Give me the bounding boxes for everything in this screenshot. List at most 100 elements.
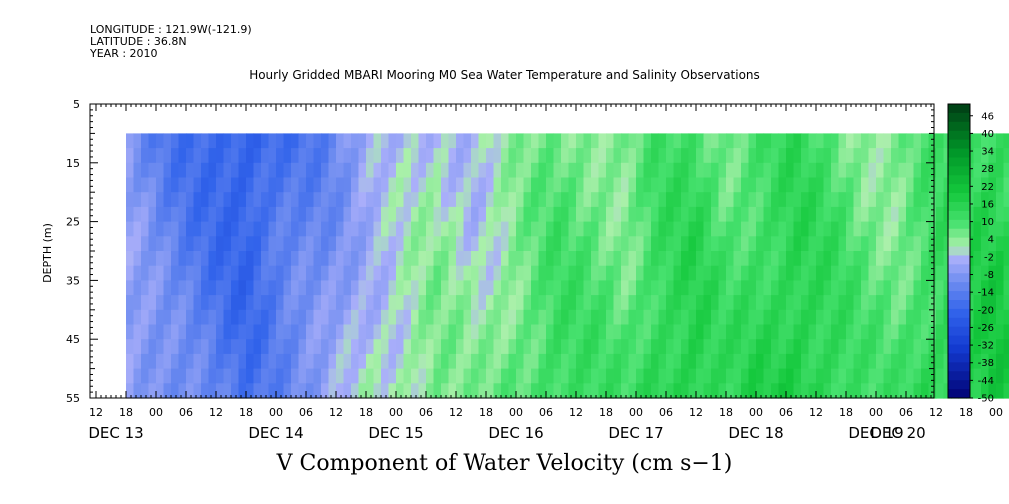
heatmap-cell [133, 206, 142, 223]
colorbar-border [947, 103, 971, 399]
heatmap-cell [876, 177, 885, 193]
heatmap-cell [831, 251, 840, 267]
heatmap-cell [696, 177, 705, 193]
heatmap-cell [628, 295, 637, 311]
heatmap-cell [448, 295, 457, 311]
heatmap-cell [246, 148, 255, 164]
heatmap-cell [208, 221, 217, 237]
heatmap-cell [636, 192, 645, 208]
heatmap-cell [276, 309, 285, 326]
heatmap-cell [996, 368, 1005, 384]
heatmap-cell [1003, 383, 1009, 399]
heatmap-cell [613, 236, 622, 252]
heatmap-cell [921, 133, 930, 149]
heatmap-cell [381, 236, 390, 252]
heatmap-cell [478, 353, 487, 370]
heatmap-cell [418, 368, 427, 384]
heatmap-cell [688, 148, 697, 164]
heatmap-cell [283, 368, 292, 384]
heatmap-cell [313, 309, 322, 326]
heatmap-cell [516, 295, 525, 311]
heatmap-cell [358, 148, 367, 164]
heatmap-cell [336, 295, 345, 311]
heatmap-cell [808, 295, 817, 311]
heatmap-cell [223, 251, 232, 267]
heatmap-cell [598, 236, 607, 252]
heatmap-cell [493, 368, 502, 384]
x-day-label: DEC 16 [488, 424, 543, 442]
heatmap-cell [186, 309, 195, 326]
heatmap-cell [606, 206, 615, 223]
heatmap-cell [336, 280, 345, 296]
heatmap-cell [561, 324, 570, 340]
heatmap-cell [846, 383, 855, 399]
heatmap-cell [261, 236, 270, 252]
heatmap-cell [478, 236, 487, 252]
heatmap-cell [643, 221, 652, 237]
heatmap-cell [493, 177, 502, 193]
heatmap-cell [516, 324, 525, 340]
heatmap-cell [223, 177, 232, 193]
heatmap-cell [186, 133, 195, 149]
heatmap-cell [771, 133, 780, 149]
x-day-label: DEC 17 [608, 424, 663, 442]
heatmap-cell [313, 148, 322, 164]
heatmap-cell [343, 383, 352, 399]
heatmap-cell [583, 324, 592, 340]
heatmap-cell [921, 251, 930, 267]
heatmap-cell [313, 251, 322, 267]
heatmap-cell [928, 309, 937, 326]
heatmap-cell [913, 295, 922, 311]
heatmap-cell [433, 339, 442, 355]
heatmap-cell [898, 133, 907, 149]
heatmap-cell [681, 192, 690, 208]
heatmap-cell [366, 236, 375, 252]
heatmap-cell [163, 383, 172, 399]
heatmap-cell [426, 192, 435, 208]
heatmap-cell [801, 280, 810, 296]
heatmap-cell [561, 148, 570, 164]
heatmap-cell [786, 148, 795, 164]
heatmap-cell [598, 265, 607, 281]
heatmap-cell [441, 236, 450, 252]
heatmap-cell [283, 280, 292, 296]
heatmap-cell [801, 309, 810, 326]
heatmap-cell [808, 236, 817, 252]
heatmap-cell [598, 162, 607, 179]
heatmap-cell [651, 280, 660, 296]
heatmap-cell [426, 280, 435, 296]
heatmap-cell [688, 192, 697, 208]
heatmap-cell [921, 339, 930, 355]
heatmap-cell [298, 265, 307, 281]
heatmap-cell [366, 383, 375, 399]
heatmap-cell [418, 206, 427, 223]
heatmap-cell [936, 368, 945, 384]
heatmap-cell [928, 177, 937, 193]
heatmap-cell [501, 339, 510, 355]
heatmap-cell [891, 251, 900, 267]
heatmap-cell [163, 353, 172, 370]
heatmap-cell [396, 339, 405, 355]
heatmap-cell [148, 148, 157, 164]
heatmap-cell [921, 368, 930, 384]
heatmap-cell [381, 221, 390, 237]
heatmap-cell [523, 353, 532, 370]
heatmap-cell [1003, 206, 1009, 223]
heatmap-cell [621, 236, 630, 252]
heatmap-cell [883, 383, 892, 399]
heatmap-cell [298, 251, 307, 267]
heatmap-cell [808, 177, 817, 193]
heatmap-cell [981, 162, 990, 179]
heatmap-cell [561, 295, 570, 311]
heatmap-cell [891, 162, 900, 179]
heatmap-cell [621, 324, 630, 340]
colorbar-label: -44 [978, 376, 994, 387]
heatmap-cell [223, 192, 232, 208]
heatmap-cell [816, 162, 825, 179]
heatmap-cell [553, 206, 562, 223]
heatmap-cell [853, 383, 862, 399]
heatmap-cell [883, 148, 892, 164]
colorbar-label: -8 [984, 270, 994, 281]
heatmap-cell [298, 162, 307, 179]
heatmap-cell [673, 236, 682, 252]
